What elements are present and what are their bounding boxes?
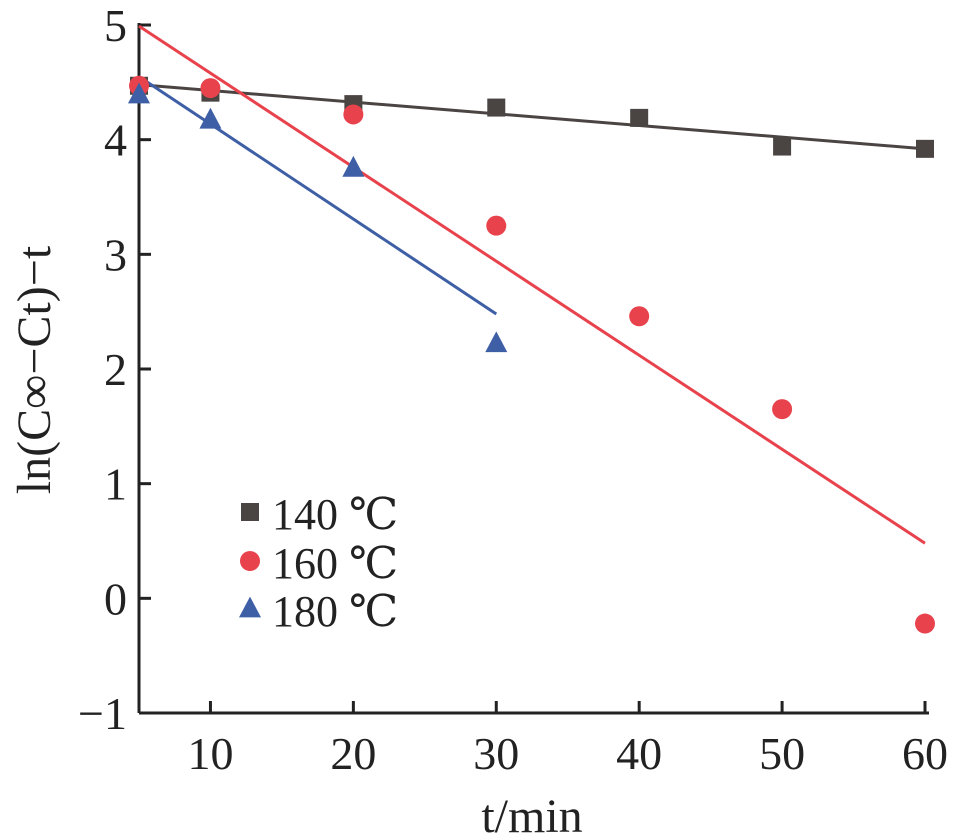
data-point bbox=[343, 104, 364, 125]
data-point bbox=[487, 98, 506, 117]
legend-marker bbox=[241, 503, 259, 521]
data-point bbox=[915, 613, 935, 634]
fit-line bbox=[138, 24, 926, 545]
x-axis-title: t/min bbox=[481, 790, 582, 840]
data-point bbox=[128, 82, 150, 104]
data-markers bbox=[128, 75, 935, 634]
data-point bbox=[629, 306, 650, 327]
y-tick-label: 4 bbox=[104, 115, 127, 166]
x-tick-label: 60 bbox=[902, 728, 948, 779]
y-tick-label: 2 bbox=[104, 344, 127, 395]
y-tick-label: 5 bbox=[104, 0, 127, 51]
y-axis-title: ln(C∞−Ct)−t bbox=[8, 245, 61, 494]
x-tick-label: 40 bbox=[616, 728, 662, 779]
data-point bbox=[485, 331, 508, 353]
data-point bbox=[199, 107, 222, 129]
legend-label: 180 ℃ bbox=[272, 587, 398, 636]
x-tick-label: 10 bbox=[187, 728, 233, 779]
data-point bbox=[486, 215, 507, 236]
y-tick-label: 0 bbox=[104, 573, 127, 624]
data-point bbox=[916, 139, 934, 158]
data-point bbox=[342, 155, 365, 177]
x-tick-label: 20 bbox=[330, 728, 376, 779]
y-tick-label: 3 bbox=[104, 229, 127, 280]
axes: −1 0 1 2 3 4 5 10 20 30 40 50 60 bbox=[78, 0, 948, 779]
legend-label: 140 ℃ bbox=[272, 490, 398, 539]
data-point bbox=[773, 137, 792, 156]
data-point bbox=[630, 108, 649, 127]
x-tick-label: 50 bbox=[759, 728, 805, 779]
y-tick-label: −1 bbox=[78, 688, 127, 739]
legend-marker bbox=[240, 551, 260, 571]
fit-lines bbox=[138, 24, 926, 545]
fit-line bbox=[138, 83, 926, 151]
data-point bbox=[772, 399, 793, 420]
data-point bbox=[200, 78, 221, 99]
legend-label: 160 ℃ bbox=[272, 539, 398, 588]
x-tick-label: 30 bbox=[473, 728, 519, 779]
axis-titles: t/min ln(C∞−Ct)−t bbox=[8, 245, 583, 840]
y-tick-label: 1 bbox=[104, 459, 127, 510]
legend-marker bbox=[239, 596, 261, 618]
fit-line bbox=[138, 75, 498, 316]
